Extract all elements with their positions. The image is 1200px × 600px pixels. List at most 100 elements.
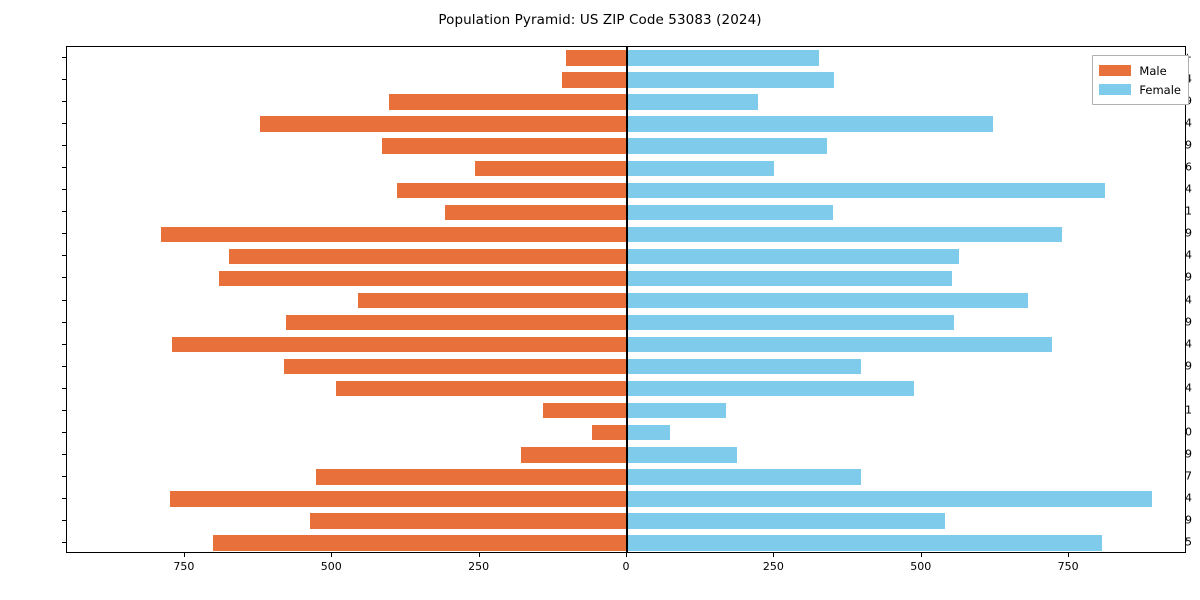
bar-row xyxy=(67,270,1185,287)
plot-area xyxy=(66,46,1186,553)
bar-male[interactable] xyxy=(474,160,627,176)
x-axis-tick-mark xyxy=(773,553,775,557)
y-axis-tick-mark xyxy=(62,497,66,499)
bar-row xyxy=(67,380,1185,397)
x-axis-tick-mark xyxy=(183,553,185,557)
bar-female[interactable] xyxy=(627,182,1106,198)
bar-male[interactable] xyxy=(316,469,627,485)
bar-male[interactable] xyxy=(283,358,627,375)
x-axis-tick-mark xyxy=(478,553,480,557)
bar-male[interactable] xyxy=(309,513,627,529)
bar-male[interactable] xyxy=(591,425,627,441)
bar-female[interactable] xyxy=(627,535,1102,551)
bar-male[interactable] xyxy=(566,50,627,66)
x-axis-tick-label: 750 xyxy=(1057,560,1079,573)
bar-male[interactable] xyxy=(260,116,627,132)
bar-female[interactable] xyxy=(627,50,820,66)
bar-male[interactable] xyxy=(520,447,627,463)
y-axis-tick-mark xyxy=(62,57,66,59)
x-axis-tick-mark xyxy=(920,553,922,557)
bar-male[interactable] xyxy=(542,403,627,419)
bar-female[interactable] xyxy=(627,403,727,419)
bar-female[interactable] xyxy=(627,72,834,88)
bar-row xyxy=(67,403,1185,419)
bar-female[interactable] xyxy=(627,447,737,463)
bar-female[interactable] xyxy=(627,469,862,485)
x-axis-tick-mark xyxy=(626,553,627,557)
bar-row xyxy=(67,447,1185,463)
bar-male[interactable] xyxy=(213,535,627,551)
bar-female[interactable] xyxy=(627,248,960,265)
legend-item-male[interactable]: Male xyxy=(1099,61,1181,80)
bar-female[interactable] xyxy=(627,226,1063,243)
x-axis-tick-mark xyxy=(1068,553,1070,557)
y-axis-tick-mark xyxy=(62,409,66,411)
y-axis-tick-mark xyxy=(62,343,66,345)
bar-row xyxy=(67,248,1185,265)
y-axis-tick-mark xyxy=(62,189,66,191)
bar-row xyxy=(67,535,1185,551)
bar-female[interactable] xyxy=(627,425,671,441)
bar-female[interactable] xyxy=(627,314,954,331)
bar-row xyxy=(67,138,1185,154)
bar-male[interactable] xyxy=(388,94,627,110)
bar-row xyxy=(67,72,1185,88)
bar-female[interactable] xyxy=(627,160,775,176)
y-axis-tick-mark xyxy=(62,255,66,257)
x-axis-tick-mark xyxy=(331,553,333,557)
y-axis-tick-mark xyxy=(62,299,66,301)
bar-row xyxy=(67,491,1185,507)
bar-male[interactable] xyxy=(561,72,627,88)
y-axis-tick-mark xyxy=(62,145,66,147)
bar-male[interactable] xyxy=(357,292,627,309)
bar-female[interactable] xyxy=(627,380,915,397)
bar-male[interactable] xyxy=(382,138,627,154)
bar-male[interactable] xyxy=(170,491,627,507)
bar-female[interactable] xyxy=(627,491,1152,507)
bar-female[interactable] xyxy=(627,94,758,110)
bar-female[interactable] xyxy=(627,358,862,375)
zero-axis-line xyxy=(626,47,628,552)
legend-label-female: Female xyxy=(1139,82,1181,97)
legend: Male Female xyxy=(1092,55,1189,105)
bar-row xyxy=(67,204,1185,221)
bar-row xyxy=(67,50,1185,66)
legend-item-female[interactable]: Female xyxy=(1099,80,1181,99)
bar-male[interactable] xyxy=(160,226,627,243)
bar-male[interactable] xyxy=(285,314,627,331)
bar-female[interactable] xyxy=(627,270,952,287)
y-axis-tick-mark xyxy=(62,321,66,323)
y-axis-tick-mark xyxy=(62,475,66,477)
legend-swatch-male xyxy=(1099,65,1132,76)
bar-male[interactable] xyxy=(228,248,627,265)
bar-row xyxy=(67,116,1185,132)
bar-female[interactable] xyxy=(627,336,1052,353)
bar-male[interactable] xyxy=(445,204,627,221)
y-axis-tick-mark xyxy=(62,101,66,103)
y-axis-tick-mark xyxy=(62,211,66,213)
bar-female[interactable] xyxy=(627,513,946,529)
y-axis-tick-mark xyxy=(62,123,66,125)
bar-male[interactable] xyxy=(396,182,627,198)
y-axis-tick-mark xyxy=(62,233,66,235)
bar-row xyxy=(67,94,1185,110)
bar-female[interactable] xyxy=(627,204,833,221)
y-axis-tick-mark xyxy=(62,79,66,81)
bar-female[interactable] xyxy=(627,138,827,154)
chart-title: Population Pyramid: US ZIP Code 53083 (2… xyxy=(438,12,762,28)
bar-male[interactable] xyxy=(219,270,627,287)
bar-row xyxy=(67,314,1185,331)
y-axis-tick-mark xyxy=(62,167,66,169)
x-axis-tick-label: 250 xyxy=(468,560,490,573)
bar-female[interactable] xyxy=(627,116,994,132)
bar-row xyxy=(67,336,1185,353)
legend-label-male: Male xyxy=(1139,63,1167,78)
x-axis-tick-label: 500 xyxy=(320,560,342,573)
x-axis-tick-label: 500 xyxy=(910,560,932,573)
bar-male[interactable] xyxy=(171,336,627,353)
y-axis-tick-mark xyxy=(62,519,66,521)
bar-male[interactable] xyxy=(336,380,627,397)
y-axis-tick-mark xyxy=(62,365,66,367)
y-axis-tick-mark xyxy=(62,453,66,455)
bar-female[interactable] xyxy=(627,292,1028,309)
